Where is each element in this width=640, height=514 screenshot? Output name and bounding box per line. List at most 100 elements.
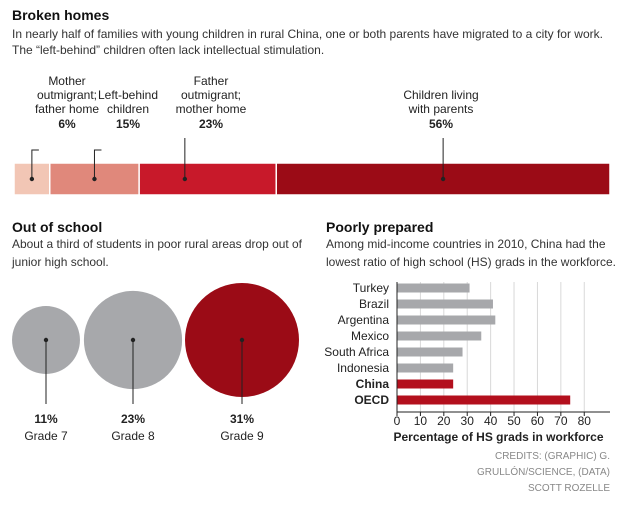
value-label-line: 23% [121, 412, 145, 426]
segment-label-line: Left-behind [98, 88, 158, 102]
leader-line [31, 149, 39, 179]
chart-subtitle: In nearly half of families with young ch… [12, 27, 603, 57]
x-tick-label: 10 [414, 414, 428, 428]
value-label: 11% [34, 412, 58, 426]
x-tick-label-line: 20 [437, 414, 451, 428]
bar [397, 347, 463, 357]
chart-subtitle: Among mid-income countries in 2010, Chin… [326, 237, 616, 269]
y-tick-label-line: Brazil [359, 297, 389, 311]
credits-line: SCOTT ROZELLE [528, 483, 610, 494]
segment-label-line: Mother [48, 74, 85, 88]
chart-title: Poorly prepared [326, 219, 433, 235]
value-label: 15% [116, 117, 140, 131]
segment-label: Father outmigrant; mother home [176, 74, 247, 116]
y-tick-label-line: South Africa [324, 345, 389, 359]
value-label-line: 31% [230, 412, 254, 426]
chart-title: Broken homes [12, 7, 109, 23]
value-label-line: 6% [58, 117, 76, 131]
y-tick-label: Brazil [359, 297, 389, 311]
x-tick-label: 70 [554, 414, 568, 428]
segment-label: Mother outmigrant; father home [35, 74, 99, 116]
value-label-line: 11% [34, 412, 58, 426]
category-label: Grade 7 [24, 429, 68, 443]
x-tick-label: 0 [394, 414, 401, 428]
x-tick-label-line: 40 [484, 414, 498, 428]
x-tick-label-line: 70 [554, 414, 568, 428]
category-label-line: Grade 8 [111, 429, 155, 443]
chart-subtitle-line: lowest ratio of high school (HS) grads i… [326, 255, 616, 269]
chart-subtitle-line: In nearly half of families with young ch… [12, 27, 603, 41]
segment-label-line: outmigrant; [181, 88, 241, 102]
segment-label-line: with parents [408, 102, 474, 116]
credits: CREDITS: (GRAPHIC) G. GRULLÓN/SCIENCE, (D… [477, 451, 610, 494]
bar [397, 395, 571, 405]
bar [397, 315, 496, 325]
value-label-line: 56% [429, 117, 453, 131]
segment-label-line: children [107, 102, 149, 116]
x-tick-label-line: 80 [578, 414, 592, 428]
bar [397, 331, 482, 341]
segment-label: Children living with parents [403, 88, 478, 116]
category-label-line: Grade 7 [24, 429, 68, 443]
y-tick-label-line: Indonesia [337, 361, 389, 375]
x-tick-label: 30 [461, 414, 475, 428]
value-label: 31% [230, 412, 254, 426]
category-label-line: Grade 9 [220, 429, 264, 443]
leader-line [93, 149, 102, 179]
x-tick-label-line: 0 [394, 414, 401, 428]
x-tick-label-line: 10 [414, 414, 428, 428]
chart-subtitle: About a third of students in poor rural … [11, 237, 303, 269]
x-axis-label: Percentage of HS grads in workforce [393, 430, 603, 444]
chart-subtitle-line: About a third of students in poor rural … [12, 237, 303, 251]
y-tick-label-line: Turkey [353, 281, 389, 295]
marker-dot [130, 337, 136, 343]
category-label: Grade 9 [220, 429, 264, 443]
chart-title-line: Broken homes [12, 7, 109, 23]
x-tick-label: 20 [437, 414, 451, 428]
x-axis-label-line: Percentage of HS grads in workforce [393, 430, 603, 444]
segment-label-line: father home [35, 102, 99, 116]
segment-label-line: outmigrant; [37, 88, 97, 102]
category-label: Grade 8 [111, 429, 155, 443]
y-tick-label-line: China [356, 377, 390, 391]
y-tick-label-line: Mexico [351, 329, 389, 343]
chart-subtitle-line: The “left-behind” children often lack in… [12, 43, 324, 57]
y-tick-label: Indonesia [337, 361, 389, 375]
credits-line: CREDITS: (GRAPHIC) G. [495, 451, 610, 462]
bar [397, 299, 493, 309]
value-label: 56% [429, 117, 453, 131]
bar [397, 363, 454, 373]
value-label: 23% [199, 117, 223, 131]
chart-title-line: Out of school [12, 219, 102, 235]
segment-label-line: mother home [176, 102, 247, 116]
y-tick-label: OECD [354, 393, 389, 407]
y-tick-label: Mexico [351, 329, 389, 343]
bar [397, 283, 470, 293]
x-tick-label-line: 30 [461, 414, 475, 428]
segment-label-line: Father [194, 74, 229, 88]
chart-title: Out of school [12, 219, 102, 235]
chart-subtitle-line: junior high school. [11, 255, 109, 269]
x-tick-label-line: 60 [531, 414, 545, 428]
y-tick-label-line: OECD [354, 393, 389, 407]
x-tick-label: 50 [507, 414, 521, 428]
value-label: 23% [121, 412, 145, 426]
y-tick-label: South Africa [324, 345, 389, 359]
x-tick-label: 80 [578, 414, 592, 428]
y-tick-label-line: Argentina [338, 313, 390, 327]
bar [397, 379, 454, 389]
y-tick-label: Argentina [338, 313, 390, 327]
marker-dot [239, 337, 245, 343]
x-tick-label-line: 50 [507, 414, 521, 428]
bar-segment [138, 162, 277, 196]
marker-dot [43, 337, 49, 343]
chart-subtitle-line: Among mid-income countries in 2010, Chin… [326, 237, 606, 251]
x-tick-label: 60 [531, 414, 545, 428]
value-label: 6% [58, 117, 76, 131]
segment-label-line: Children living [403, 88, 478, 102]
value-label-line: 15% [116, 117, 140, 131]
y-tick-label: Turkey [353, 281, 389, 295]
segment-label: Left-behind children [98, 88, 158, 116]
x-tick-label: 40 [484, 414, 498, 428]
